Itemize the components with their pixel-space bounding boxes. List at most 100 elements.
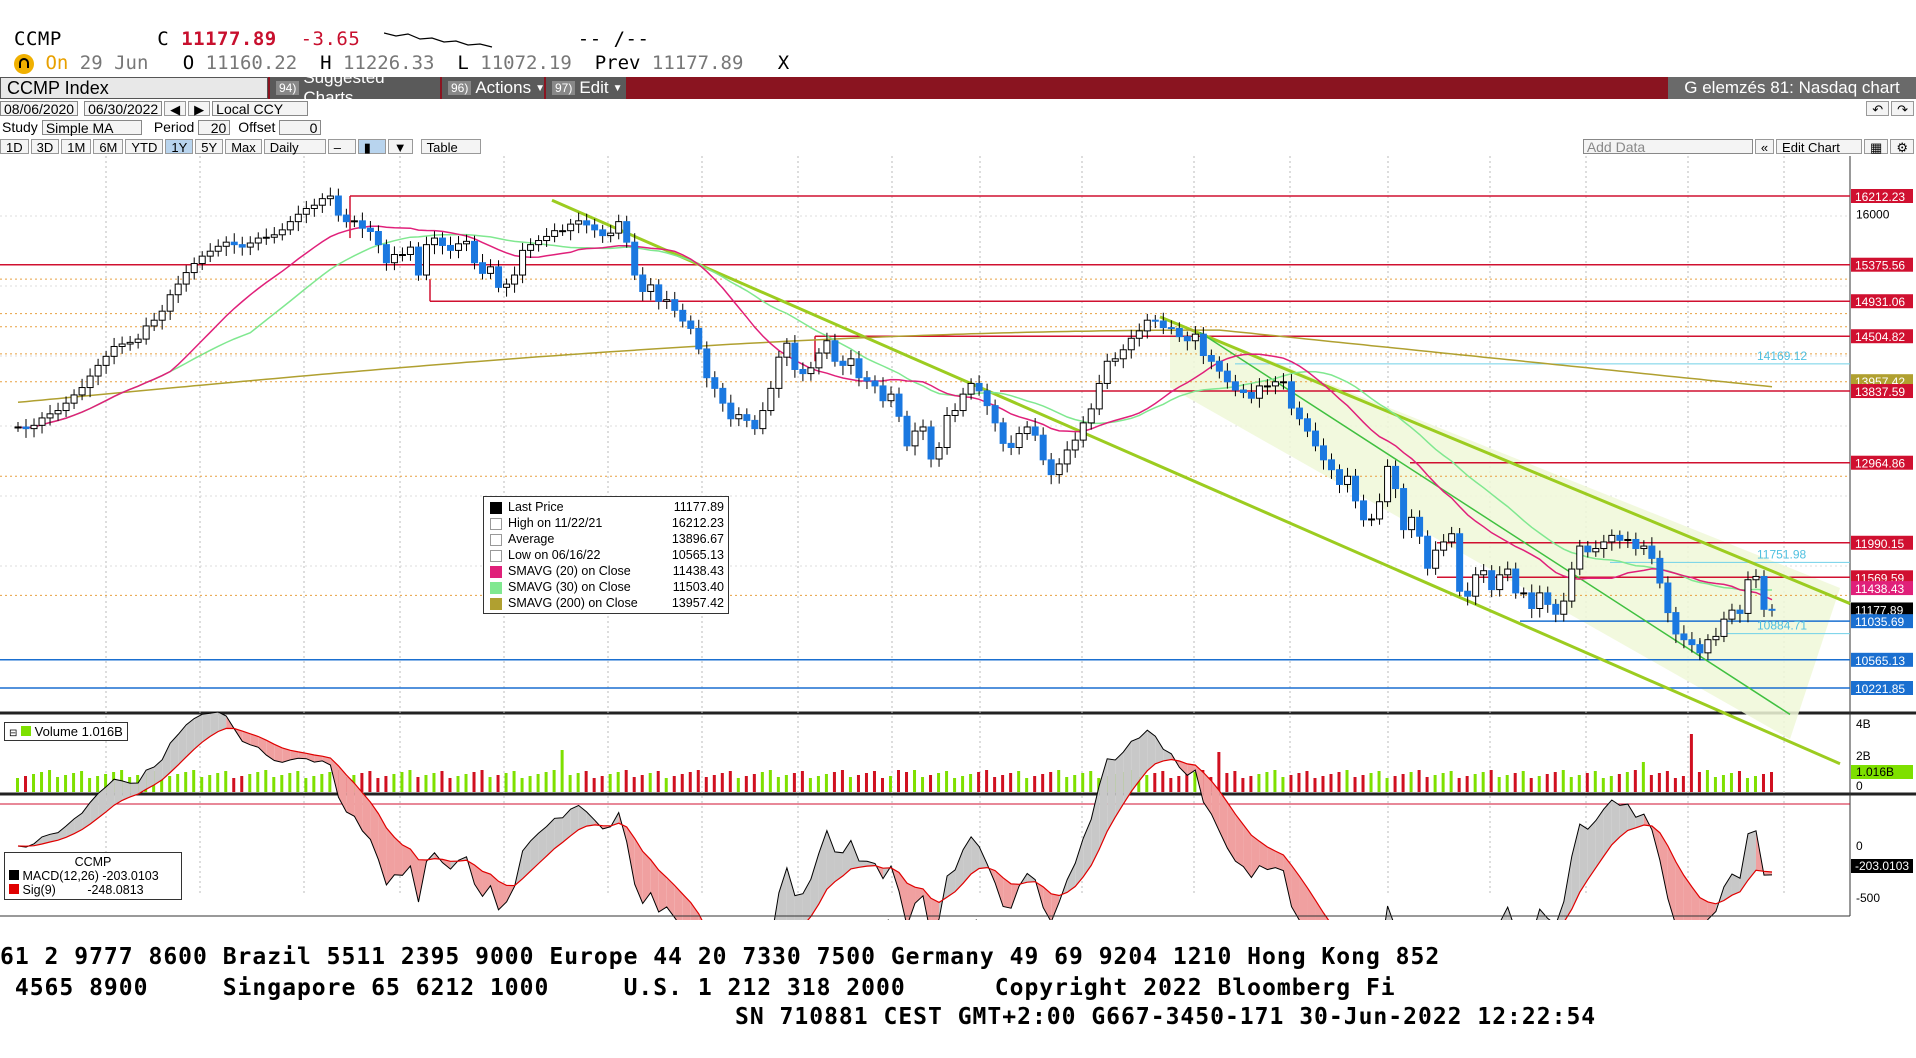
- candle-up: [887, 393, 895, 402]
- contact-strip-1: 61 2 9777 8600 Brazil 5511 2395 9000 Eur…: [0, 944, 1441, 970]
- undo-icon[interactable]: ↶: [1866, 100, 1890, 117]
- macd-histogram-fill: [1307, 887, 1316, 920]
- close-quote-button[interactable]: X: [777, 52, 790, 74]
- candle-up: [1111, 358, 1119, 362]
- currency-select[interactable]: Local CCY: [212, 100, 309, 116]
- candle-down: [1552, 603, 1560, 615]
- edit-chart-button[interactable]: Edit Chart: [1776, 138, 1863, 155]
- volume-bar: [400, 772, 404, 792]
- prev-label: Prev: [594, 52, 641, 74]
- volume-bar: [512, 771, 516, 792]
- legend-swatch: [490, 518, 502, 530]
- prev-arrow-icon[interactable]: ◀: [164, 100, 187, 117]
- volume-bar: [448, 778, 452, 792]
- volume-bar: [800, 771, 804, 792]
- volume-bar: [776, 777, 780, 792]
- suggested-charts-button[interactable]: 94) Suggested Charts: [270, 68, 440, 107]
- candle-up: [1087, 408, 1095, 424]
- range-button-3d[interactable]: 3D: [30, 138, 60, 155]
- range-button-1y[interactable]: 1Y: [165, 138, 194, 155]
- range-button-1m[interactable]: 1M: [61, 138, 92, 155]
- macd-histogram-fill: [1067, 863, 1076, 893]
- macd-histogram-fill: [802, 879, 811, 920]
- macd-histogram-fill: [963, 836, 972, 884]
- volume-bar: [184, 772, 188, 792]
- x-axis-label: Mar 31: [1174, 917, 1214, 920]
- volume-bar: [544, 772, 548, 792]
- macd-histogram-fill: [907, 883, 916, 920]
- candle-down: [879, 385, 887, 402]
- macd-legend-title: CCMP: [74, 855, 112, 869]
- frequency-select[interactable]: Daily: [263, 138, 326, 155]
- style-dropdown-icon[interactable]: ▼: [387, 138, 413, 155]
- candle-up: [390, 253, 398, 264]
- redo-icon[interactable]: ↷: [1891, 100, 1914, 117]
- volume-bar: [1409, 772, 1413, 792]
- range-button-5y[interactable]: 5Y: [195, 138, 224, 155]
- candle-style-icon[interactable]: ▮: [357, 138, 386, 155]
- next-arrow-icon[interactable]: ▶: [188, 100, 211, 117]
- volume-bar: [1497, 777, 1501, 792]
- candle-up: [911, 430, 919, 447]
- candle-up: [463, 240, 471, 245]
- volume-bar: [1593, 771, 1597, 792]
- volume-bar: [456, 776, 460, 792]
- edit-menu[interactable]: 97) Edit ▼: [546, 77, 626, 99]
- macd-histogram-fill: [1219, 790, 1228, 849]
- price-chart[interactable]: 16000 16212.23 15375.56 14931.06 14504.82 139…: [0, 156, 1916, 920]
- volume-bar: [680, 774, 684, 792]
- volume-bar: [1721, 775, 1725, 792]
- candle-up: [54, 410, 62, 415]
- ticker-input[interactable]: CCMP Index: [0, 77, 268, 99]
- edit-label: Edit: [579, 78, 609, 97]
- range-button-1d[interactable]: 1D: [0, 138, 29, 155]
- candle-down: [671, 299, 679, 311]
- legend-value: 16212.23: [671, 516, 724, 530]
- volume-bar: [1241, 778, 1245, 792]
- volume-bar: [1673, 778, 1677, 792]
- date-to-input[interactable]: 06/30/2022: [84, 100, 163, 116]
- macd-histogram-fill: [530, 833, 539, 872]
- candle-down: [695, 327, 703, 350]
- candle-up: [326, 195, 334, 200]
- legend-row: SMAVG (20) on Close 11438.43: [488, 563, 724, 579]
- range-button-ytd[interactable]: YTD: [125, 138, 164, 155]
- candle-down: [687, 320, 695, 329]
- volume-bar: [1289, 775, 1293, 792]
- volume-value-label: 1.016B: [1856, 765, 1894, 779]
- add-data-input[interactable]: Add Data: [1582, 138, 1753, 154]
- volume-bar: [784, 775, 788, 792]
- candle-down: [703, 348, 711, 379]
- table-button[interactable]: Table: [420, 138, 481, 155]
- macd-histogram-fill: [154, 759, 163, 785]
- volume-bar: [552, 770, 556, 792]
- expand-icon[interactable]: ⊟: [9, 728, 18, 739]
- x-axis-label: Dec 15: [483, 917, 524, 920]
- settings-icon[interactable]: ⚙: [1890, 138, 1914, 155]
- legend-value: 10565.13: [671, 548, 724, 562]
- offset-input[interactable]: 0: [279, 119, 322, 135]
- macd-histogram-fill: [1619, 804, 1628, 837]
- macd-histogram-fill: [410, 849, 419, 903]
- candle-down: [1760, 575, 1768, 610]
- candle-up: [318, 198, 326, 206]
- volume-bar: [1089, 771, 1093, 792]
- actions-menu[interactable]: 96) Actions ▼: [442, 77, 545, 99]
- range-button-6m[interactable]: 6M: [93, 138, 124, 155]
- volume-bar: [1049, 772, 1053, 792]
- period-input[interactable]: 20: [198, 119, 231, 135]
- macd-histogram-fill: [442, 859, 451, 870]
- macd-histogram-fill: [1139, 730, 1148, 781]
- range-button-max[interactable]: Max: [225, 138, 262, 155]
- study-select[interactable]: Simple MA: [41, 119, 142, 135]
- candle-up: [847, 358, 855, 366]
- range-row: 1D 3D 1M 6M YTD 1Y 5Y Max Daily – ▮ ▼ Table Add…: [0, 137, 1916, 155]
- chart-tools-icon[interactable]: ▦: [1864, 138, 1889, 155]
- date-from-input[interactable]: 08/06/2020: [0, 100, 79, 116]
- candle-up: [1520, 592, 1528, 595]
- collapse-icon[interactable]: «: [1754, 138, 1775, 155]
- macd-histogram-fill: [394, 837, 403, 876]
- line-style-icon[interactable]: –: [327, 138, 356, 155]
- volume-color-swatch: [21, 726, 32, 736]
- volume-bar: [48, 770, 52, 792]
